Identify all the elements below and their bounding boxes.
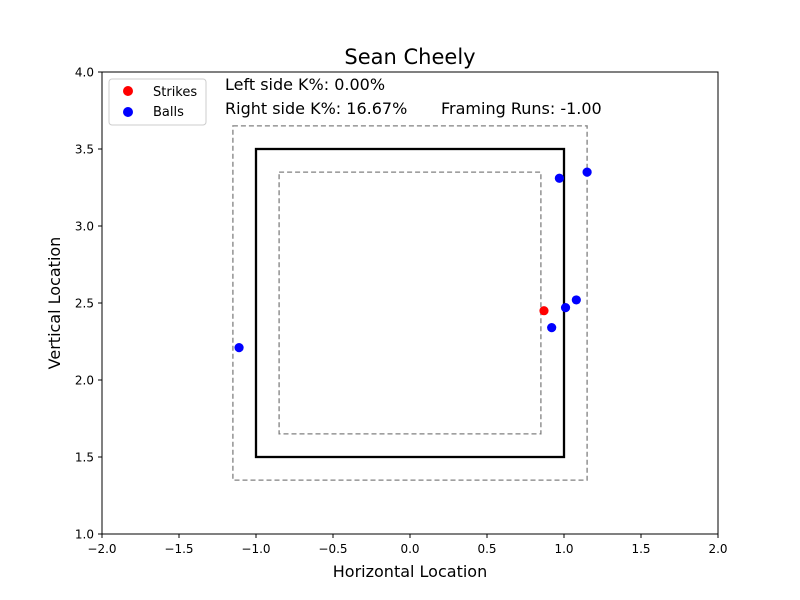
ball-point-5 <box>582 167 592 177</box>
framing-runs-annotation: Framing Runs: -1.00 <box>441 99 602 118</box>
x-tick-label: 0.0 <box>400 542 419 556</box>
chart-title: Sean Cheely <box>344 45 475 69</box>
y-tick-label: 3.5 <box>75 143 94 157</box>
x-axis: −2.0 −1.5 −1.0 −0.5 0.0 0.5 1.0 1.5 2.0 <box>87 534 728 556</box>
y-axis: 1.0 1.5 2.0 2.5 3.0 3.5 4.0 <box>75 66 102 542</box>
strike-zone <box>254 147 566 459</box>
outer-zone-boundary <box>232 125 588 481</box>
y-tick-label: 4.0 <box>75 66 94 80</box>
x-axis-label: Horizontal Location <box>333 562 487 581</box>
y-axis-label: Vertical Location <box>45 237 64 370</box>
x-tick-label: −1.0 <box>241 542 270 556</box>
strike-point-0 <box>539 306 549 316</box>
ball-point-0 <box>234 343 244 353</box>
legend-label-balls: Balls <box>153 105 184 120</box>
legend-marker-balls <box>123 107 133 117</box>
y-tick-label: 1.5 <box>75 451 94 465</box>
legend: Strikes Balls <box>108 78 207 126</box>
y-tick-label: 1.0 <box>75 528 94 542</box>
ball-point-3 <box>571 295 581 305</box>
left-side-k-annotation: Left side K%: 0.00% <box>225 75 385 94</box>
ball-point-1 <box>547 323 557 333</box>
x-tick-label: 2.0 <box>708 542 727 556</box>
zone-group <box>232 125 588 481</box>
legend-label-strikes: Strikes <box>153 85 197 100</box>
points-group <box>234 167 592 353</box>
x-tick-label: 0.5 <box>477 542 496 556</box>
x-tick-label: −0.5 <box>318 542 347 556</box>
legend-marker-strikes <box>123 86 133 96</box>
inner-zone-boundary <box>278 171 542 435</box>
right-side-k-annotation: Right side K%: 16.67% <box>225 99 407 118</box>
y-tick-label: 2.5 <box>75 297 94 311</box>
legend-box <box>108 78 207 126</box>
x-tick-label: −1.5 <box>164 542 193 556</box>
x-tick-label: −2.0 <box>87 542 116 556</box>
ball-point-4 <box>554 173 564 183</box>
ball-point-2 <box>560 303 571 313</box>
x-tick-label: 1.0 <box>554 542 573 556</box>
y-tick-label: 3.0 <box>75 220 94 234</box>
x-tick-label: 1.5 <box>631 542 650 556</box>
y-tick-label: 2.0 <box>75 374 94 388</box>
